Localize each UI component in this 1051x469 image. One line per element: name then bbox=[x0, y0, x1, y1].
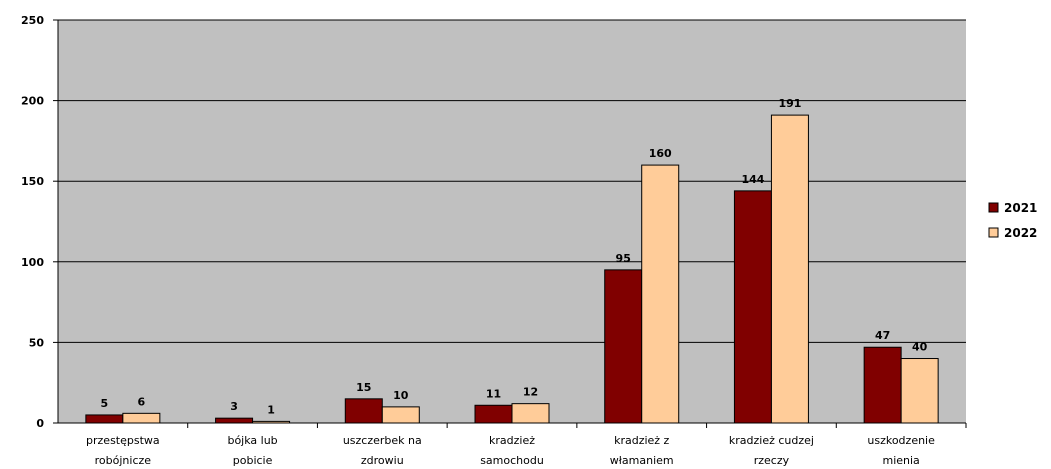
bar-2022-4 bbox=[641, 164, 680, 424]
x-tick-label: kradzież cudzej bbox=[729, 434, 814, 447]
data-label-2022-3: 12 bbox=[523, 386, 538, 399]
x-axis-ticks: przestępstwa robójnicze bójka lub pobicie us… bbox=[86, 423, 967, 467]
bar-2022-3 bbox=[511, 403, 550, 424]
x-tick-label: pobicie bbox=[233, 454, 273, 467]
x-tick-label: przestępstwa bbox=[86, 434, 160, 447]
data-label-2022-0: 6 bbox=[138, 395, 146, 408]
legend-swatch-2022 bbox=[988, 227, 999, 238]
gridlines bbox=[58, 19, 966, 343]
legend-label-2021: 2021 bbox=[1004, 201, 1037, 215]
bar-2021-1 bbox=[215, 417, 254, 424]
x-tick-label: rzeczy bbox=[754, 454, 790, 467]
data-label-2022-1: 1 bbox=[267, 403, 275, 416]
y-tick-label: 150 bbox=[21, 175, 44, 188]
y-tick-label: 100 bbox=[21, 256, 44, 269]
y-tick-label: 0 bbox=[36, 417, 44, 430]
x-tick-label: kradzież z bbox=[614, 434, 669, 447]
data-label-2021-2: 15 bbox=[356, 381, 371, 394]
y-tick-label: 50 bbox=[29, 336, 45, 349]
y-tick-label: 200 bbox=[21, 95, 44, 108]
x-tick-label: zdrowiu bbox=[361, 454, 404, 467]
bar-2021-4 bbox=[604, 269, 643, 424]
legend-swatch-2021 bbox=[988, 202, 999, 213]
data-label-2022-6: 40 bbox=[912, 341, 928, 354]
x-tick-label: bójka lub bbox=[227, 434, 277, 447]
data-label-2022-5: 191 bbox=[778, 97, 801, 110]
data-label-2021-6: 47 bbox=[875, 329, 890, 342]
x-tick-label: uszczerbek na bbox=[343, 434, 422, 447]
data-label-2022-4: 160 bbox=[649, 147, 672, 160]
bar-2021-3 bbox=[474, 404, 513, 424]
bar-2021-6 bbox=[863, 346, 902, 424]
bar-2022-6 bbox=[900, 358, 939, 424]
x-tick-label: mienia bbox=[882, 454, 919, 467]
x-tick-label: uszkodzenie bbox=[867, 434, 935, 447]
x-tick-label: kradzież bbox=[489, 434, 535, 447]
data-label-2021-4: 95 bbox=[616, 252, 631, 265]
x-tick-label: włamaniem bbox=[610, 454, 674, 467]
data-label-2021-3: 11 bbox=[486, 387, 501, 400]
x-tick-label: samochodu bbox=[480, 454, 544, 467]
legend: 2021 2022 bbox=[981, 195, 1051, 243]
data-label-2022-2: 10 bbox=[393, 389, 409, 402]
bar-2022-5 bbox=[770, 114, 809, 424]
data-label-2021-1: 3 bbox=[230, 400, 238, 413]
bar-2021-5 bbox=[733, 190, 772, 424]
bar-2021-0 bbox=[85, 414, 124, 424]
y-axis-ticks: 0 50 100 150 200 250 bbox=[21, 14, 58, 430]
x-tick-label: robójnicze bbox=[95, 454, 152, 467]
axes bbox=[57, 20, 966, 424]
plot-area bbox=[58, 20, 966, 423]
bar-2022-0 bbox=[122, 412, 161, 424]
legend-label-2022: 2022 bbox=[1004, 226, 1037, 240]
y-tick-label: 250 bbox=[21, 14, 44, 27]
data-label-2021-0: 5 bbox=[101, 397, 109, 410]
data-labels: 5 6 3 1 15 10 11 12 95 160 144 191 47 40 bbox=[101, 97, 928, 416]
bar-2022-2 bbox=[381, 406, 420, 424]
bar-2021-2 bbox=[344, 398, 383, 424]
bars bbox=[85, 114, 939, 424]
data-label-2021-5: 144 bbox=[741, 173, 764, 186]
